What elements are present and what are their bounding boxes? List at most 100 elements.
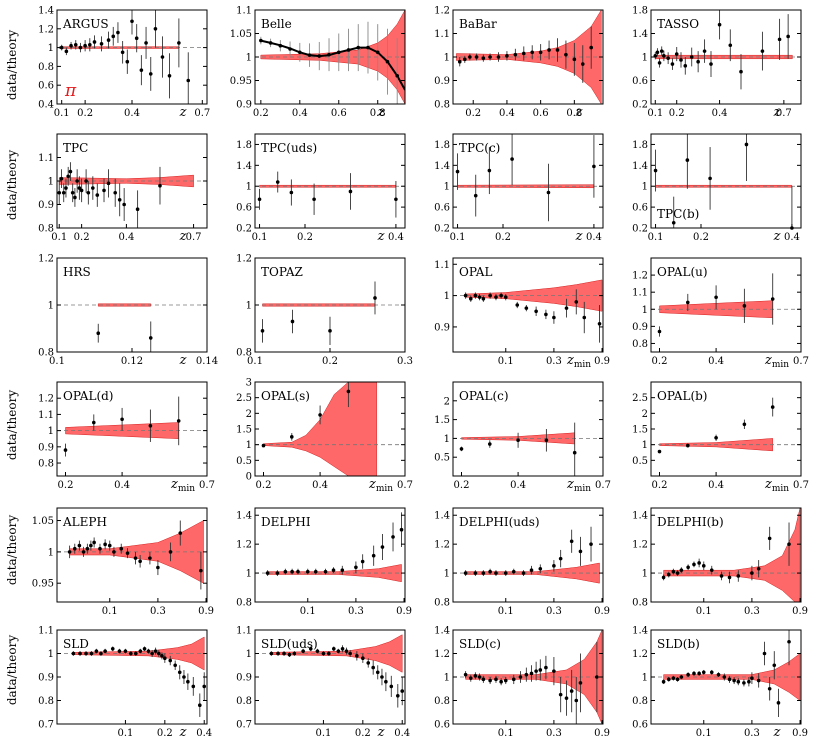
data-point [259, 38, 263, 43]
data-point [786, 34, 790, 39]
data-point [572, 57, 577, 62]
panel-label: TPC(b) [657, 207, 699, 221]
y-tick-label: 1 [246, 182, 252, 193]
data-point [119, 546, 124, 551]
panel-label: OPAL(c) [459, 389, 509, 403]
data-point [578, 549, 583, 554]
data-point [75, 179, 79, 183]
data-point [727, 575, 732, 580]
data-point [709, 670, 714, 675]
data-point [120, 50, 125, 55]
data-point [521, 571, 526, 575]
x-tick-label: 0.7 [194, 108, 210, 119]
uncertainty-band [663, 508, 801, 602]
data-point [709, 568, 714, 572]
data-point [569, 689, 574, 693]
data-point [292, 651, 297, 656]
data-point [487, 442, 492, 446]
data-point [102, 188, 106, 193]
x-tick-label: 0.3 [546, 606, 562, 617]
x-tick-label: 0.12 [121, 356, 143, 367]
data-point [708, 176, 712, 181]
plot-frame [452, 133, 604, 229]
data-point [582, 315, 587, 320]
x-tick-label: 0.4 [708, 480, 724, 491]
data-point [666, 572, 671, 577]
data-point [157, 651, 161, 656]
x-axis-label: zmin [764, 353, 789, 370]
data-point [64, 186, 68, 190]
data-point [290, 569, 294, 574]
data-point [134, 36, 139, 40]
data-point [670, 62, 675, 66]
panel-opalc: 0.5 1 1.5 2 0.2 0.4 0.7 zmin OPAL(c) [434, 381, 611, 494]
data-point [538, 50, 543, 55]
x-tick-label: 0.4 [124, 108, 140, 119]
data-point [346, 48, 351, 52]
data-point [199, 568, 203, 573]
data-point [671, 569, 676, 574]
data-point [555, 48, 560, 52]
data-point [739, 69, 743, 74]
ylabel-row-2: data/theory [5, 149, 19, 221]
data-point [348, 189, 353, 194]
y-tick-label: 1 [642, 440, 648, 451]
x-tick-label: 0.9 [594, 356, 610, 367]
data-point [481, 571, 486, 575]
data-point [499, 679, 503, 684]
data-point [340, 647, 345, 651]
data-point [655, 50, 660, 55]
y-tick-label: 0.7 [38, 720, 54, 731]
data-point [696, 59, 700, 64]
data-point [92, 40, 97, 44]
y-tick-label: 1.2 [434, 540, 450, 551]
x-tick-label: 0.7 [199, 480, 215, 491]
data-point [371, 553, 376, 558]
data-point [675, 677, 680, 682]
x-axis-subscript: min [178, 484, 195, 494]
data-point [336, 50, 341, 55]
data-point [63, 448, 68, 452]
data-point [394, 197, 398, 202]
data-point [148, 556, 152, 560]
data-point [84, 179, 88, 183]
panel-label: DELPHI [261, 515, 311, 529]
data-point [158, 183, 162, 188]
y-tick-label: 1.1 [38, 153, 54, 164]
y-tick-label: 1.8 [632, 140, 648, 151]
x-tick-label: 0.9 [792, 728, 808, 739]
data-point [361, 656, 365, 660]
data-point [173, 663, 177, 668]
data-point [71, 651, 76, 656]
x-tick-label: 0.1 [247, 356, 263, 367]
data-point [692, 562, 696, 567]
data-point [327, 52, 331, 57]
y-tick-label: 1 [246, 569, 252, 580]
data-point [148, 423, 153, 428]
data-point [777, 37, 782, 42]
plot-frame [452, 507, 604, 603]
y-tick-label: 0.8 [38, 62, 54, 73]
data-point [340, 568, 345, 572]
x-tick-label: 0.6 [533, 108, 549, 119]
y-tick-label: 1 [642, 305, 648, 316]
data-point [515, 303, 520, 307]
y-tick-label: 1.2 [236, 540, 252, 551]
y-tick-label: 1.1 [632, 288, 648, 299]
data-point [488, 55, 492, 59]
y-tick-label: 0.6 [632, 720, 648, 731]
y-tick-label: 1.4 [236, 161, 252, 172]
data-point [481, 296, 486, 301]
data-point [592, 164, 596, 169]
y-tick-label: 0.8 [236, 696, 252, 707]
x-axis-label: z [179, 229, 187, 244]
y-tick-label: 1.8 [434, 140, 450, 151]
data-point [110, 647, 115, 651]
x-tick-label: 0.9 [792, 606, 808, 617]
data-point [742, 422, 747, 427]
data-point [191, 684, 196, 689]
y-tick-label: 0.8 [38, 696, 54, 707]
data-point [78, 651, 82, 656]
data-point [552, 564, 556, 568]
